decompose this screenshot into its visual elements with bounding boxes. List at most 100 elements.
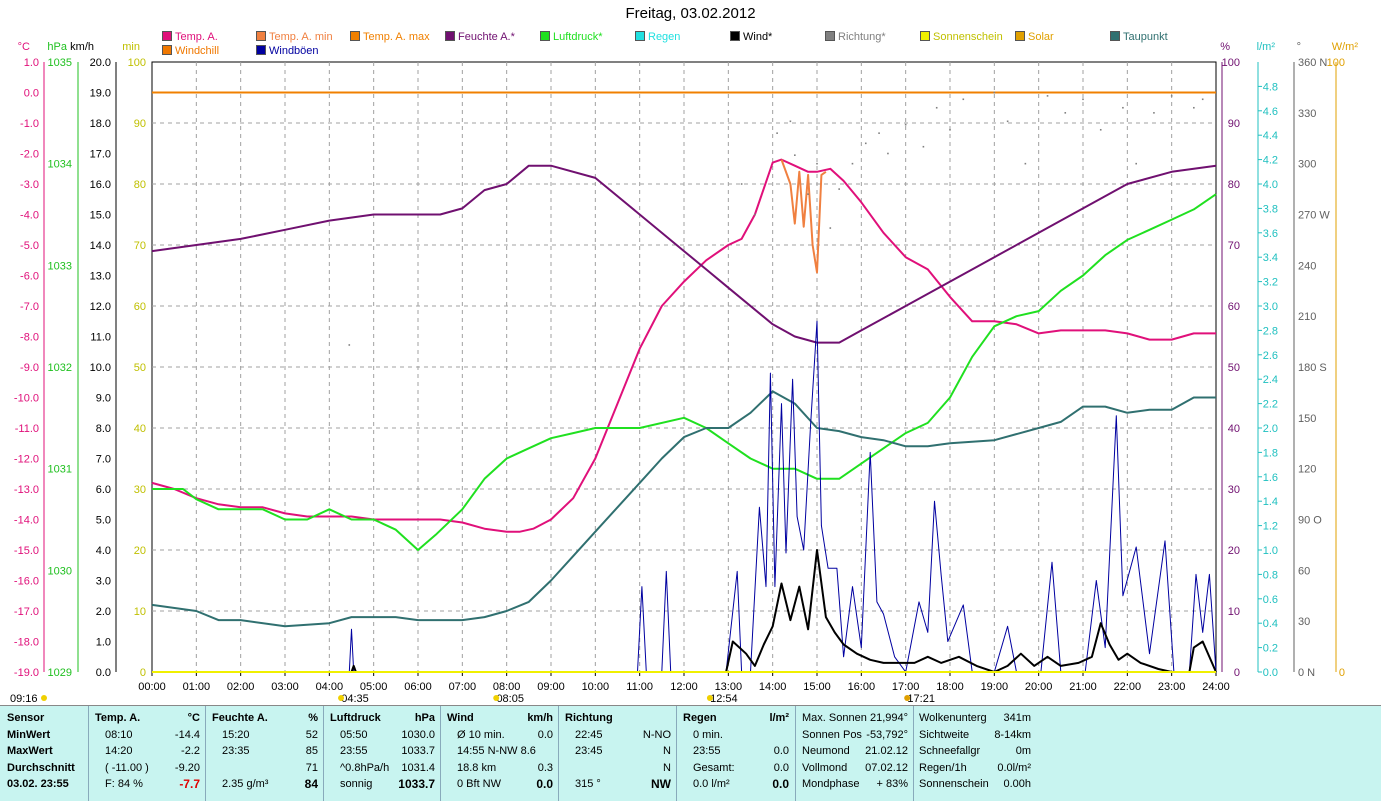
legend-swatch — [445, 31, 455, 41]
rain-tick-label: 0.6 — [1263, 594, 1278, 606]
series-richtung-point — [864, 142, 867, 145]
temp-tick-label: -6.0 — [20, 271, 39, 283]
row-value: 0.00h — [1003, 778, 1031, 790]
x-tick-label: 05:00 — [360, 681, 388, 693]
temp-tick-label: -3.0 — [20, 179, 39, 191]
wind-column: Wind km/h Ø 10 min. 0.0 14:55 N-NW 8.6 18.8 k… — [447, 710, 553, 793]
solar-tick-label: 0 — [1339, 667, 1345, 679]
legend-swatch — [256, 45, 266, 55]
panel-row: 18.8 km 0.3 — [447, 760, 553, 777]
series-richtung-point — [794, 154, 796, 156]
series-richtung-point — [740, 183, 743, 185]
legend-swatch — [540, 31, 550, 41]
pressure-tick-label: 1031 — [48, 464, 72, 476]
temp-tick-label: -8.0 — [20, 332, 39, 344]
panel-row: 14:55 N-NW 8.6 — [447, 743, 553, 760]
legend-swatch — [730, 31, 740, 41]
x-tick-label: 14:00 — [759, 681, 787, 693]
temp-tick-label: -19.0 — [14, 667, 39, 679]
row-detail: 0 Bft NW — [457, 778, 502, 790]
series-richtung-point — [348, 344, 351, 346]
rain-tick-label: 1.6 — [1263, 472, 1278, 484]
series-richtung-point — [1193, 106, 1195, 109]
temp-tick-label: -17.0 — [14, 606, 39, 618]
wind-tick-label: 16.0 — [90, 179, 111, 191]
panel-row: 71 — [212, 760, 318, 777]
wind-tick-label: 3.0 — [96, 576, 111, 588]
sun-tick-label: 80 — [134, 179, 146, 191]
x-tick-label: 01:00 — [183, 681, 211, 693]
x-tick-label: 16:00 — [848, 681, 876, 693]
series-feuchte-a — [151, 164, 1217, 344]
pressure-tick-label: 1034 — [48, 159, 72, 171]
x-tick-label: 07:00 — [449, 681, 477, 693]
axis-unit-pressure: hPa — [47, 41, 67, 53]
humidity-tick-label: 0 — [1234, 667, 1240, 679]
row-value: NW — [651, 777, 671, 791]
sun-tick-label: 50 — [134, 362, 146, 374]
direction-tick-label: 330 — [1298, 108, 1316, 120]
row-detail: ( -11.00 ) — [105, 761, 149, 774]
row-value: N — [663, 745, 671, 757]
row-detail: 23:35 — [222, 745, 250, 757]
legend-label: Taupunkt — [1123, 31, 1168, 43]
row-label: Sonnenschein — [919, 778, 989, 790]
weather-chart: 00:00 01:00 02:00 03:00 04:00 05:00 06:00 07:00… — [10, 41, 1358, 705]
pressure-tick-label: 1030 — [48, 565, 72, 577]
regen-column: Regen l/m² 0 min. 23:55 0.0 Gesamt: 0.0 0.0 l/m… — [683, 710, 789, 793]
sun-marker-icon — [493, 695, 500, 701]
x-tick-label: 20:00 — [1025, 681, 1053, 693]
row-value: 0.0 — [773, 745, 789, 757]
legend-label: Sonnenschein — [933, 31, 1003, 43]
extra-row: Sichtweite 8-14km — [919, 727, 1031, 744]
column-unit: °C — [187, 712, 200, 724]
series-richtung-point — [1064, 112, 1067, 114]
wind-tick-label: 15.0 — [90, 210, 111, 222]
legend-label: Feuchte A.* — [458, 31, 515, 43]
series-richtung-point — [789, 120, 792, 123]
regen-header: Regen l/m² — [683, 710, 789, 727]
row-detail: 23:45 — [575, 745, 603, 757]
row-value: 341m — [1003, 712, 1031, 724]
axis-unit-direction: ° — [1297, 41, 1301, 53]
temp-tick-label: -9.0 — [20, 362, 39, 374]
series-taupunkt — [151, 390, 1216, 628]
panel-row: 0 min. — [683, 727, 789, 744]
rain-tick-label: 2.2 — [1263, 399, 1278, 411]
astro-row: Vollmond 07.02.12 — [802, 760, 908, 777]
x-tick-label: 23:00 — [1158, 681, 1186, 693]
legend-label: Temp. A. — [175, 31, 218, 43]
panel-row: 15:20 52 — [212, 727, 318, 744]
rain-tick-label: 0.4 — [1263, 618, 1278, 630]
sun-marker-icon — [41, 695, 47, 701]
temp-tick-label: -14.0 — [14, 515, 39, 527]
series-richtung-point — [1153, 112, 1155, 114]
direction-tick-label: 0 N — [1298, 667, 1315, 679]
x-tick-label: 03:00 — [271, 681, 299, 693]
legend-item: Richtung* — [825, 31, 886, 43]
rain-tick-label: 2.8 — [1263, 325, 1278, 337]
sun-tick-label: 10 — [134, 606, 146, 618]
rain-tick-label: 4.6 — [1263, 106, 1278, 118]
row-detail: Ø 10 min. — [457, 728, 505, 741]
column-title: Temp. A. — [95, 712, 141, 724]
series-richtung-point — [807, 193, 809, 195]
legend-label: Luftdruck* — [553, 31, 603, 43]
row-value: N — [663, 761, 671, 774]
sun-tick-label: 60 — [134, 301, 146, 313]
panel-row: 08:10 -14.4 — [95, 727, 200, 744]
x-tick-label: 09:00 — [537, 681, 565, 693]
panel-row: 2.35 g/m³ 84 — [212, 776, 318, 793]
legend-swatch — [350, 31, 360, 41]
humidity-tick-label: 80 — [1228, 179, 1240, 191]
wind-header: Wind km/h — [447, 710, 553, 727]
panel-row: ( -11.00 ) -9.20 — [95, 760, 200, 777]
rain-tick-label: 4.8 — [1263, 81, 1278, 93]
row-value: 0.0 — [537, 728, 553, 741]
rain-tick-label: 4.0 — [1263, 179, 1278, 191]
x-tick-label: 04:00 — [316, 681, 344, 693]
legend-swatch — [162, 45, 172, 55]
start-time-label: 09:16 — [10, 693, 38, 705]
temp-tick-label: -4.0 — [20, 210, 39, 222]
humidity-tick-label: 30 — [1228, 484, 1240, 496]
